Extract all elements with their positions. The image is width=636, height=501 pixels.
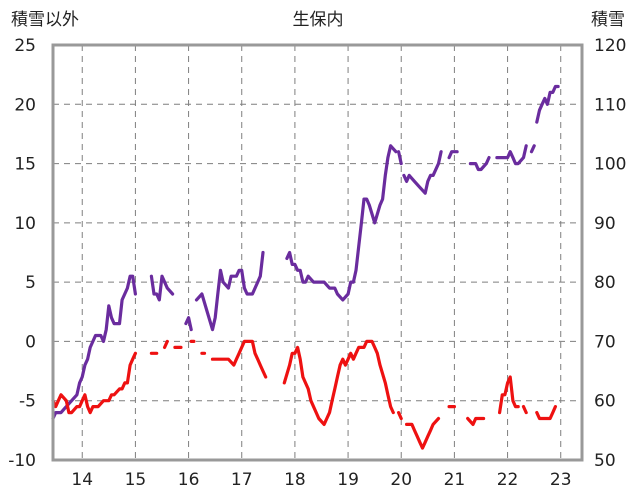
series-line-segment (210, 339, 268, 379)
right-tick-label: 50 (594, 451, 616, 471)
series-line-segment (466, 416, 486, 426)
grid (53, 45, 582, 460)
series-purple-1 (285, 84, 560, 302)
series-line-segment (495, 144, 528, 166)
series-line-segment (184, 316, 193, 332)
left-tick-label: 5 (25, 273, 36, 293)
right-axis-ticks: 120 110 100 90 80 70 60 50 (594, 36, 626, 471)
x-tick-label: 19 (337, 470, 359, 490)
series-line-segment (468, 156, 491, 172)
left-tick-label: 25 (14, 36, 36, 56)
left-tick-label: -5 (19, 392, 36, 412)
left-axis-ticks: 25 20 15 10 5 0 -5 -10 (8, 36, 36, 471)
series-line-segment (529, 144, 536, 154)
right-tick-label: 120 (594, 36, 626, 56)
left-tick-label: 0 (25, 332, 36, 352)
right-tick-label: 80 (594, 273, 616, 293)
series-line-segment (535, 84, 560, 124)
right-tick-label: 90 (594, 214, 616, 234)
x-tick-label: 20 (390, 470, 412, 490)
series-line-segment (521, 405, 528, 415)
series-line-segment (405, 416, 441, 450)
right-tick-label: 60 (594, 392, 616, 412)
series-line-segment (51, 274, 137, 421)
x-tick-label: 15 (125, 470, 147, 490)
x-tick-label: 22 (497, 470, 519, 490)
series-line-segment (194, 250, 265, 332)
series-line-segment (397, 150, 403, 166)
series-line-segment (51, 351, 137, 415)
left-tick-label: -10 (8, 451, 36, 471)
left-tick-label: 15 (14, 155, 36, 175)
x-tick-label: 18 (284, 470, 306, 490)
series-line-segment (397, 411, 403, 421)
x-tick-label: 21 (444, 470, 466, 490)
left-axis-label: 積雪以外 (11, 10, 79, 30)
series-red-2 (51, 339, 558, 450)
series-line-segment (282, 339, 395, 426)
x-tick-label: 16 (178, 470, 200, 490)
right-tick-label: 70 (594, 332, 616, 352)
right-tick-label: 110 (594, 95, 626, 115)
series-layer (51, 84, 560, 450)
series-line-segment (447, 150, 459, 160)
right-axis-label: 積雪 (591, 10, 625, 30)
series-line-segment (535, 405, 558, 421)
left-tick-label: 10 (14, 214, 36, 234)
x-tick-label: 23 (550, 470, 572, 490)
plot-frame (51, 43, 584, 462)
series-purple-0 (51, 250, 265, 421)
x-axis-ticks: 14 15 16 17 18 19 20 21 22 23 (71, 470, 571, 490)
left-tick-label: 20 (14, 95, 36, 115)
x-tick-label: 17 (231, 470, 253, 490)
x-tick-label: 14 (71, 470, 93, 490)
series-line-segment (285, 144, 398, 302)
series-line-segment (498, 375, 520, 415)
series-line-segment (149, 274, 175, 302)
right-tick-label: 100 (594, 155, 626, 175)
series-line-segment (163, 339, 169, 349)
series-line-segment (402, 150, 443, 195)
chart-title: 生保内 (293, 10, 344, 30)
